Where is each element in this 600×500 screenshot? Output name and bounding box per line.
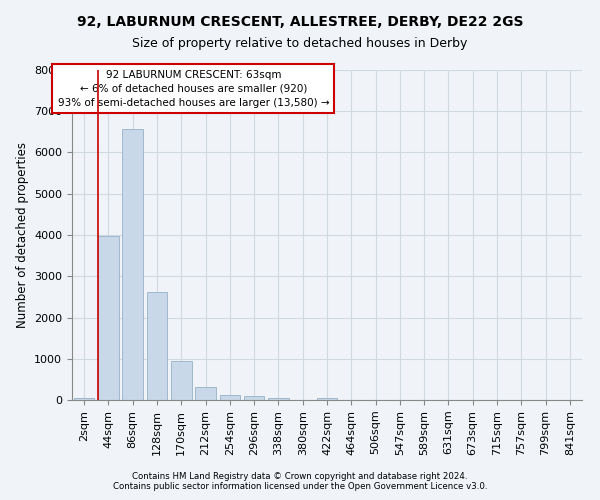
- Bar: [220, 395, 240, 400]
- Bar: [122, 128, 143, 400]
- Bar: [195, 387, 216, 400]
- Text: Contains HM Land Registry data © Crown copyright and database right 2024.: Contains HM Land Registry data © Crown c…: [132, 472, 468, 481]
- Text: Size of property relative to detached houses in Derby: Size of property relative to detached ho…: [133, 38, 467, 51]
- Text: 92 LABURNUM CRESCENT: 63sqm
← 6% of detached houses are smaller (920)
93% of sem: 92 LABURNUM CRESCENT: 63sqm ← 6% of deta…: [58, 70, 329, 108]
- Text: 92, LABURNUM CRESCENT, ALLESTREE, DERBY, DE22 2GS: 92, LABURNUM CRESCENT, ALLESTREE, DERBY,…: [77, 15, 523, 29]
- Bar: [244, 396, 265, 400]
- Bar: [98, 236, 119, 400]
- Bar: [74, 398, 94, 400]
- Bar: [171, 361, 191, 400]
- Bar: [146, 292, 167, 400]
- Text: Contains public sector information licensed under the Open Government Licence v3: Contains public sector information licen…: [113, 482, 487, 491]
- Y-axis label: Number of detached properties: Number of detached properties: [16, 142, 29, 328]
- Bar: [317, 398, 337, 400]
- Bar: [268, 398, 289, 400]
